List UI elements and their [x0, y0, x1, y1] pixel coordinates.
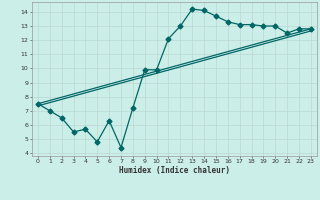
X-axis label: Humidex (Indice chaleur): Humidex (Indice chaleur) [119, 166, 230, 175]
